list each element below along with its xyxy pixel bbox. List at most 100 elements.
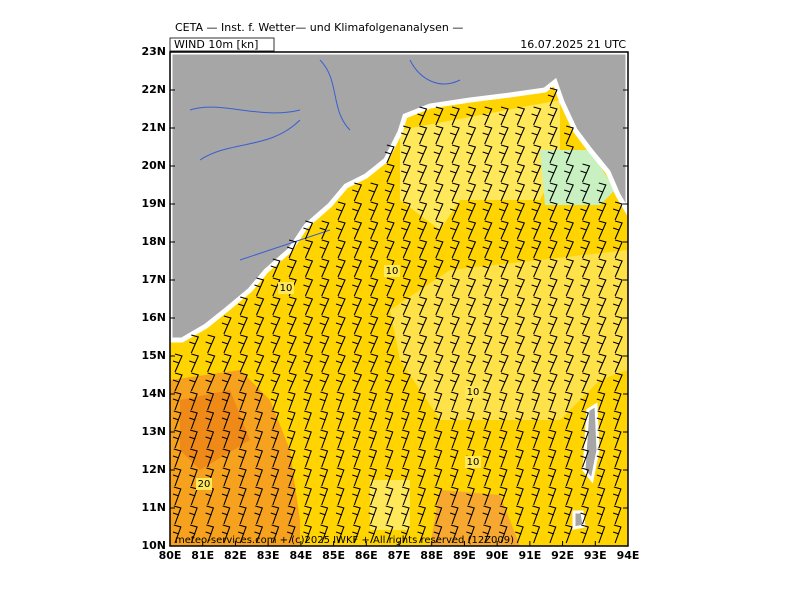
wind-barb bbox=[580, 524, 590, 544]
wind-barb bbox=[564, 182, 574, 202]
wind-barb bbox=[286, 410, 296, 430]
wind-barb bbox=[482, 486, 492, 506]
wind-barb bbox=[612, 410, 622, 430]
wind-barb bbox=[417, 144, 428, 164]
lon-label: 80E bbox=[159, 549, 182, 562]
wind-barb bbox=[433, 277, 444, 297]
wind-barb bbox=[205, 391, 215, 411]
wind-barb bbox=[433, 106, 444, 126]
wind-barb bbox=[368, 429, 378, 449]
wind-barb bbox=[433, 201, 444, 221]
wind-barb bbox=[303, 239, 314, 259]
wind-barb bbox=[286, 467, 296, 487]
wind-barb bbox=[319, 372, 330, 392]
wind-barb bbox=[531, 239, 542, 259]
wind-barb bbox=[319, 448, 329, 468]
wind-barb bbox=[547, 144, 558, 164]
wind-barb bbox=[547, 334, 558, 354]
wind-barb bbox=[319, 410, 329, 430]
wind-barb bbox=[433, 448, 443, 468]
wind-barb bbox=[564, 334, 574, 354]
wind-barb bbox=[319, 296, 330, 316]
contour-label-bg bbox=[465, 386, 481, 398]
wind-barb bbox=[547, 182, 558, 202]
wind-barb bbox=[417, 258, 428, 278]
wind-barb bbox=[384, 429, 394, 449]
wind-barb bbox=[221, 391, 231, 411]
wind-barb bbox=[352, 448, 361, 468]
wind-barb bbox=[547, 315, 558, 335]
wind-barb bbox=[612, 334, 623, 354]
wind-barbs bbox=[172, 87, 623, 544]
wind-barb bbox=[466, 239, 477, 259]
wind-barb bbox=[482, 239, 493, 259]
wind-barb bbox=[515, 182, 526, 202]
field-label: WIND 10m [kn] bbox=[174, 38, 258, 51]
wind-barb bbox=[335, 505, 345, 525]
wind-barb bbox=[401, 372, 411, 392]
lon-label: 82E bbox=[224, 549, 247, 562]
wind-barb bbox=[417, 125, 428, 145]
strong-wind-zone bbox=[180, 390, 250, 470]
wind-barb bbox=[205, 448, 215, 468]
wind-barb bbox=[564, 163, 574, 183]
wind-barb bbox=[221, 467, 231, 487]
wind-barb bbox=[449, 505, 459, 525]
wind-barb bbox=[564, 448, 573, 468]
wind-barb bbox=[580, 182, 591, 202]
wind-barb bbox=[417, 429, 427, 449]
wind-barb bbox=[547, 505, 557, 525]
lat-label: 20N bbox=[141, 159, 166, 172]
wind-barb bbox=[433, 429, 443, 449]
wind-barb bbox=[482, 467, 492, 487]
wind-barb bbox=[449, 182, 460, 202]
wind-barb bbox=[417, 486, 427, 506]
wind-barb bbox=[466, 163, 477, 183]
wind-barb bbox=[482, 372, 493, 392]
wind-barb bbox=[482, 334, 493, 354]
contour-label: 20 bbox=[198, 479, 211, 490]
wind-barb bbox=[417, 220, 428, 240]
wind-barb bbox=[433, 163, 444, 183]
wind-zone bbox=[400, 100, 560, 230]
wind-barb bbox=[482, 296, 493, 316]
wind-barb bbox=[254, 505, 264, 525]
wind-barb bbox=[466, 296, 477, 316]
wind-barb bbox=[352, 467, 361, 487]
wind-barb bbox=[401, 296, 411, 316]
wind-barb bbox=[466, 372, 477, 392]
wind-barb bbox=[515, 296, 526, 316]
wind-barb bbox=[352, 258, 363, 278]
wind-barb bbox=[238, 296, 248, 316]
wind-barb bbox=[580, 258, 591, 278]
wind-barb bbox=[596, 201, 607, 221]
wind-barb bbox=[596, 391, 606, 411]
lat-label: 16N bbox=[141, 311, 166, 324]
wind-barb bbox=[482, 505, 492, 525]
wind-barb bbox=[205, 353, 216, 373]
wind-barb bbox=[368, 391, 378, 411]
wind-barb bbox=[221, 334, 232, 354]
land bbox=[170, 52, 628, 343]
wind-barb bbox=[515, 163, 526, 183]
lat-label: 13N bbox=[141, 425, 166, 438]
contour-label-bg bbox=[196, 478, 212, 490]
wind-barb bbox=[335, 391, 345, 411]
wind-barb bbox=[466, 277, 477, 297]
wind-barb bbox=[335, 448, 345, 468]
wind-barb bbox=[596, 372, 607, 392]
wind-barb bbox=[547, 524, 557, 544]
wind-barb bbox=[319, 353, 330, 373]
wind-barb bbox=[238, 334, 248, 354]
wind-barb bbox=[612, 201, 623, 221]
wind-barb bbox=[352, 505, 361, 525]
wind-barb bbox=[547, 486, 557, 506]
wind-barb bbox=[466, 201, 477, 221]
wind-barb bbox=[596, 277, 607, 297]
footer: meteo-services.com + (c)2025 IWKF + All … bbox=[175, 535, 514, 546]
wind-barb bbox=[612, 220, 623, 240]
wind-barb bbox=[368, 220, 379, 240]
wind-barb bbox=[433, 258, 444, 278]
wind-barb bbox=[449, 201, 460, 221]
wind-barb bbox=[498, 125, 509, 145]
